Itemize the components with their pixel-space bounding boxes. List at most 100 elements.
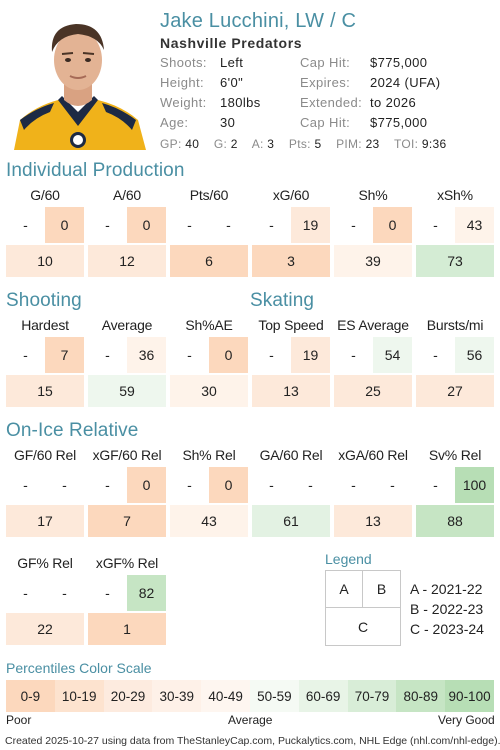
statline-label: G:	[213, 137, 228, 151]
stat-cell: Pts/60 - -6	[170, 187, 248, 277]
stat-value-b: 0	[127, 467, 166, 503]
stat-value-a: -	[88, 207, 127, 243]
legend-item: C - 2023-24	[410, 621, 484, 637]
stat-value-b: 0	[45, 207, 84, 243]
scale-bin: 30-39	[152, 680, 202, 712]
stat-value-a: -	[252, 207, 291, 243]
bio-label: Shoots:	[160, 55, 207, 70]
statline-value: 5	[314, 137, 322, 151]
statline-value: 9:36	[421, 137, 447, 151]
stat-value-b: 54	[373, 337, 412, 373]
stat-value-a: -	[416, 467, 455, 503]
stat-value-a: -	[6, 575, 45, 611]
stat-label: Sh%	[358, 187, 388, 203]
stat-value-a: -	[170, 207, 209, 243]
legend-item: B - 2022-23	[410, 601, 484, 617]
contract-label: Cap Hit:	[300, 55, 351, 70]
player-headshot-icon	[14, 24, 146, 150]
stat-value-a: -	[334, 467, 373, 503]
player-photo	[6, 8, 150, 150]
scale-bin: 20-29	[103, 680, 153, 712]
stat-value-c: 1	[88, 613, 166, 645]
stat-value-c: 43	[170, 505, 248, 537]
stat-value-b: -	[373, 467, 412, 503]
stat-value-a: -	[252, 337, 291, 373]
season-statline: GP: 40 G: 2 A: 3 Pts: 5 PIM: 23 TOI: 9:3…	[160, 137, 457, 151]
stat-label: xGF/60 Rel	[92, 447, 162, 463]
footer-credits: Created 2025-10-27 using data from TheSt…	[5, 735, 500, 747]
statline-label: A:	[251, 137, 264, 151]
section-title-individual: Individual Production	[6, 160, 185, 181]
stat-value-c: 12	[88, 245, 166, 277]
scale-bin: 50-59	[249, 680, 299, 712]
stat-cell: Bursts/mi -56 27	[416, 317, 494, 407]
legend-diagram: A B C	[325, 570, 401, 646]
stat-value-b: 100	[455, 467, 494, 503]
bio-value: 180lbs	[220, 95, 261, 110]
stat-cell: xG/60 -19 3	[252, 187, 330, 277]
stat-cell: xGF% Rel -82 1	[88, 555, 166, 645]
scale-bin: 80-89	[396, 680, 446, 712]
stat-value-b: 0	[373, 207, 412, 243]
stat-value-a: -	[88, 467, 127, 503]
stat-label: Top Speed	[258, 317, 324, 333]
team-name: Nashville Predators	[160, 35, 303, 51]
bio-value: Left	[220, 55, 244, 70]
color-scale-title: Percentiles Color Scale	[6, 660, 152, 676]
legend-title: Legend	[325, 551, 372, 567]
section-title-skating: Skating	[250, 290, 315, 311]
stat-value-a: -	[252, 467, 291, 503]
statline-label: TOI:	[393, 137, 419, 151]
bio-value: 6'0"	[220, 75, 244, 90]
stat-value-b: -	[209, 207, 248, 243]
stat-cell: ES Average -54 25	[334, 317, 412, 407]
stat-label: ES Average	[337, 317, 409, 333]
statline-label: GP:	[160, 137, 182, 151]
contract-value: $775,000	[370, 55, 428, 70]
contract-label: Expires:	[300, 75, 351, 90]
stat-cell: GF% Rel - -22	[6, 555, 84, 645]
bio-label: Height:	[160, 75, 204, 90]
stat-value-c: 73	[416, 245, 494, 277]
stat-value-a: -	[334, 207, 373, 243]
stat-value-b: 0	[209, 467, 248, 503]
stat-label: xG/60	[272, 187, 310, 203]
stat-value-a: -	[334, 337, 373, 373]
stat-cell: Sh% Rel -0 43	[170, 447, 248, 537]
stat-cell: GA/60 Rel - -61	[252, 447, 330, 537]
scale-bin: 90-100	[445, 680, 494, 712]
stat-value-c: 25	[334, 375, 412, 407]
section-title-shooting: Shooting	[6, 290, 82, 311]
scale-label-very-good: Very Good	[438, 713, 495, 727]
stat-value-c: 3	[252, 245, 330, 277]
stat-cell: xGA/60 Rel - -13	[334, 447, 412, 537]
stat-value-b: 19	[291, 207, 330, 243]
contract-label: Cap Hit:	[300, 115, 351, 130]
statline-label: PIM:	[336, 137, 362, 151]
bio-label: Weight:	[160, 95, 207, 110]
stat-value-b: -	[45, 575, 84, 611]
stat-value-b: -	[45, 467, 84, 503]
stat-label: Pts/60	[189, 187, 229, 203]
section-title-onice: On-Ice Relative	[6, 420, 139, 441]
statline-value: 23	[365, 137, 380, 151]
stat-value-a: -	[88, 337, 127, 373]
stat-label: xSh%	[437, 187, 473, 203]
stat-cell: Sh%AE -0 30	[170, 317, 248, 407]
player-name: Jake Lucchini, LW / C	[160, 10, 357, 32]
stat-cell: Sh% -0 39	[334, 187, 412, 277]
stat-label: GA/60 Rel	[259, 447, 323, 463]
stat-label: Sh%AE	[185, 317, 233, 333]
stat-value-c: 27	[416, 375, 494, 407]
stat-cell: xGF/60 Rel -0 7	[88, 447, 166, 537]
stat-cell: xSh% -43 73	[416, 187, 494, 277]
legend-item: A - 2021-22	[410, 581, 483, 597]
stat-value-b: 19	[291, 337, 330, 373]
stat-label: G/60	[30, 187, 60, 203]
stat-cell: GF/60 Rel - -17	[6, 447, 84, 537]
bio-value: 30	[220, 115, 236, 130]
stat-value-a: -	[416, 337, 455, 373]
stat-label: GF% Rel	[17, 555, 73, 571]
stat-value-c: 6	[170, 245, 248, 277]
